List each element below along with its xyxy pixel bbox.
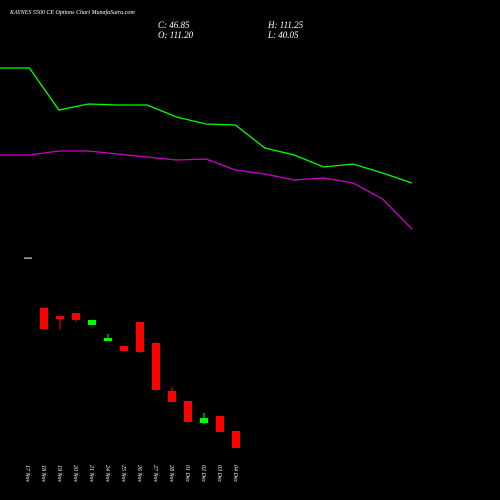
x-tick-label: 26 Nov <box>136 465 142 483</box>
x-tick-label: 01 Dec <box>184 465 190 482</box>
x-tick-label: 18 Nov <box>40 465 46 483</box>
x-tick-label: 02 Dec <box>200 465 206 482</box>
x-tick-label: 19 Nov <box>56 465 62 483</box>
chart-title: KAYNES 5500 CE Options Chart MunafaSutra… <box>9 9 135 16</box>
candle-body <box>232 431 240 448</box>
x-tick-label: 28 Nov <box>168 465 174 483</box>
stat: O: 111.20 <box>158 30 194 40</box>
indicator-line <box>0 67 413 184</box>
x-tick-label: 20 Nov <box>72 465 78 483</box>
indicator-line <box>0 150 413 230</box>
candle-body <box>216 416 224 432</box>
candle-body <box>120 346 128 351</box>
stat: C: 46.85 <box>158 20 190 30</box>
x-tick-label: 04 Dec <box>232 465 239 482</box>
candle-body <box>40 308 48 329</box>
x-tick-label: 21 Nov <box>88 465 94 483</box>
x-tick-label: 25 Nov <box>120 465 126 483</box>
stat: H: 111.25 <box>267 20 304 30</box>
x-tick-label: 03 Dec <box>216 465 222 482</box>
candle-body <box>88 320 96 325</box>
candle-body <box>152 343 160 390</box>
candle-body <box>56 316 64 319</box>
candle-body <box>72 313 80 320</box>
x-tick-label: 27 Nov <box>152 465 158 483</box>
stat: L: 40.05 <box>267 30 299 40</box>
candle-body <box>136 322 144 352</box>
candle-body <box>104 338 112 341</box>
candle-body <box>168 391 176 402</box>
x-tick-label: 24 Nov <box>104 465 111 483</box>
x-tick-label: 17 Nov <box>24 465 30 483</box>
candle-body <box>184 401 192 422</box>
candle-body <box>24 257 32 259</box>
candle-body <box>200 418 208 423</box>
